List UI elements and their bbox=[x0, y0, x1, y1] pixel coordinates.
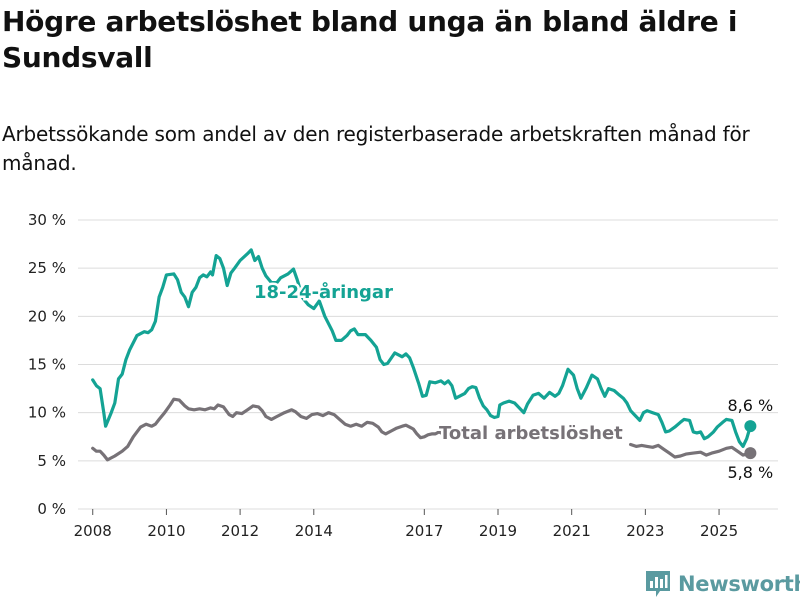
y-tick-label: 25 % bbox=[28, 259, 66, 277]
series-endpoint-total bbox=[744, 447, 757, 460]
series-line-total bbox=[629, 442, 752, 459]
x-tick-label: 2025 bbox=[700, 522, 738, 540]
label-layer: 8,6 % 5,8 % 18-24-åringar Total arbetslöshe… bbox=[252, 279, 774, 483]
y-tick-label: 5 % bbox=[37, 452, 66, 470]
chart-subtitle: Arbetssökande som andel av den registerb… bbox=[2, 122, 750, 175]
brand-logo: Newsworthy bbox=[644, 567, 800, 601]
brand-name: Newsworthy bbox=[678, 572, 800, 596]
y-tick-label: 0 % bbox=[37, 500, 66, 518]
end-value-label-youth: 8,6 % bbox=[728, 396, 774, 415]
newsworthy-logo-icon bbox=[646, 571, 670, 597]
x-tick-label: 2019 bbox=[479, 522, 517, 540]
series-endpoint-youth bbox=[744, 420, 757, 433]
x-tick-label: 2010 bbox=[147, 522, 185, 540]
end-value-label-total: 5,8 % bbox=[728, 463, 774, 482]
y-tick-label: 20 % bbox=[28, 307, 66, 325]
x-tick-label: 2017 bbox=[405, 522, 443, 540]
y-tick-label: 30 % bbox=[28, 211, 66, 229]
axis-layer: 0 % 5 % 10 % 15 % 20 % 25 % 30 % 2008 2010 2012 20… bbox=[28, 211, 738, 540]
series-line-youth bbox=[91, 248, 752, 448]
y-tick-label: 10 % bbox=[28, 404, 66, 422]
x-tick-label: 2021 bbox=[553, 522, 591, 540]
x-tick-label: 2008 bbox=[74, 522, 112, 540]
chart-title: Högre arbetslöshet bland unga än bland ä… bbox=[2, 5, 738, 74]
series-line-total bbox=[91, 397, 445, 462]
x-tick-label: 2023 bbox=[626, 522, 664, 540]
series-layer bbox=[91, 248, 757, 462]
series-label-total: Total arbetslöshet bbox=[439, 423, 623, 444]
x-tick-label: 2014 bbox=[295, 522, 333, 540]
grid-layer bbox=[78, 219, 778, 510]
series-label-youth: 18-24-åringar bbox=[254, 281, 393, 303]
line-chart: 0 % 5 % 10 % 15 % 20 % 25 % 30 % 2008 2010 2012 20… bbox=[28, 211, 778, 540]
x-tick-label: 2012 bbox=[221, 522, 259, 540]
y-tick-label: 15 % bbox=[28, 356, 66, 374]
